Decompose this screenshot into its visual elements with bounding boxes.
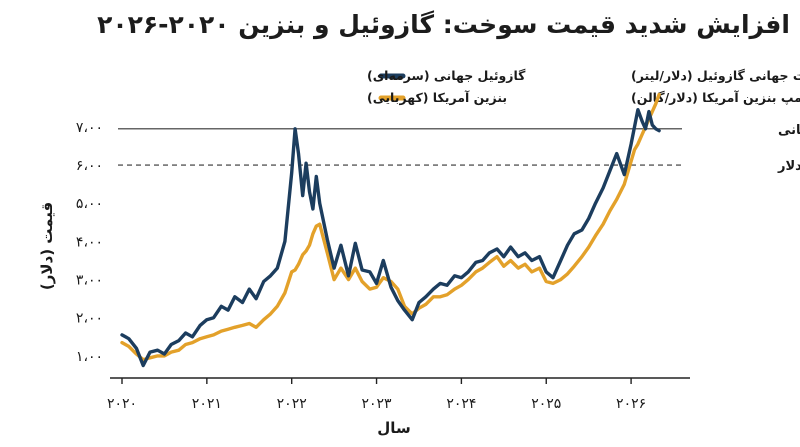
y-axis-title: قیمت (دلار) [38,202,56,290]
gasoline-series-line [120,92,661,362]
y-axis: ۱،۰۰ ۲،۰۰ ۳،۰۰ ۴،۰۰ ۵،۰۰ ۶،۰۰ ۷،۰۰ [76,120,103,365]
y-tick-label: ۶،۰۰ [76,158,103,174]
x-tick-label: ۲۰۲۴ [446,396,476,412]
legend-label-gasoline: بنزین آمریکا (کهربایی) [367,90,507,105]
diesel-series-line [120,108,661,368]
legend: گازوئیل جهانی (سرمه‌ای) قیمت جهانی گازوئ… [367,68,800,105]
legend-label-diesel: گازوئیل جهانی (سرمه‌ای) [367,68,526,83]
legend-detail-diesel: قیمت جهانی گازوئیل (دلار/لیتر) [631,68,800,83]
legend-detail-gasoline: قیمت پمپ بنزین آمریکا (دلار/گالن) [631,90,800,105]
reference-line-label: ۶،۰۰ دلار [777,159,800,174]
x-tick-label: ۲۰۲۱ [192,396,222,412]
reference-line-label: میانگین جهانی [778,122,800,138]
y-tick-label: ۲،۰۰ [76,311,103,327]
chart-title: افزایش شدید قیمت سوخت: گازوئیل و بنزین ۲… [97,10,790,39]
x-tick-label: ۲۰۲۰ [107,396,137,412]
y-tick-label: ۳،۰۰ [76,273,103,289]
data-series [120,92,661,368]
x-tick-label: ۲۰۲۳ [362,396,393,412]
y-tick-label: ۷،۰۰ [76,120,103,136]
y-tick-label: ۵،۰۰ [76,196,103,212]
x-axis: ۲۰۲۰ ۲۰۲۱ ۲۰۲۲ ۲۰۲۳ ۲۰۲۴ ۲۰۲۵ ۲۰۲۶ [107,377,690,412]
x-tick-label: ۲۰۲۲ [277,396,307,412]
x-tick-label: ۲۰۲۶ [616,396,646,412]
y-tick-label: ۱،۰۰ [76,349,103,365]
x-axis-title: سال [377,419,410,437]
reference-lines: میانگین جهانی ۶،۰۰ دلار [118,122,800,174]
y-tick-label: ۴،۰۰ [76,234,103,250]
x-tick-label: ۲۰۲۵ [531,396,561,412]
